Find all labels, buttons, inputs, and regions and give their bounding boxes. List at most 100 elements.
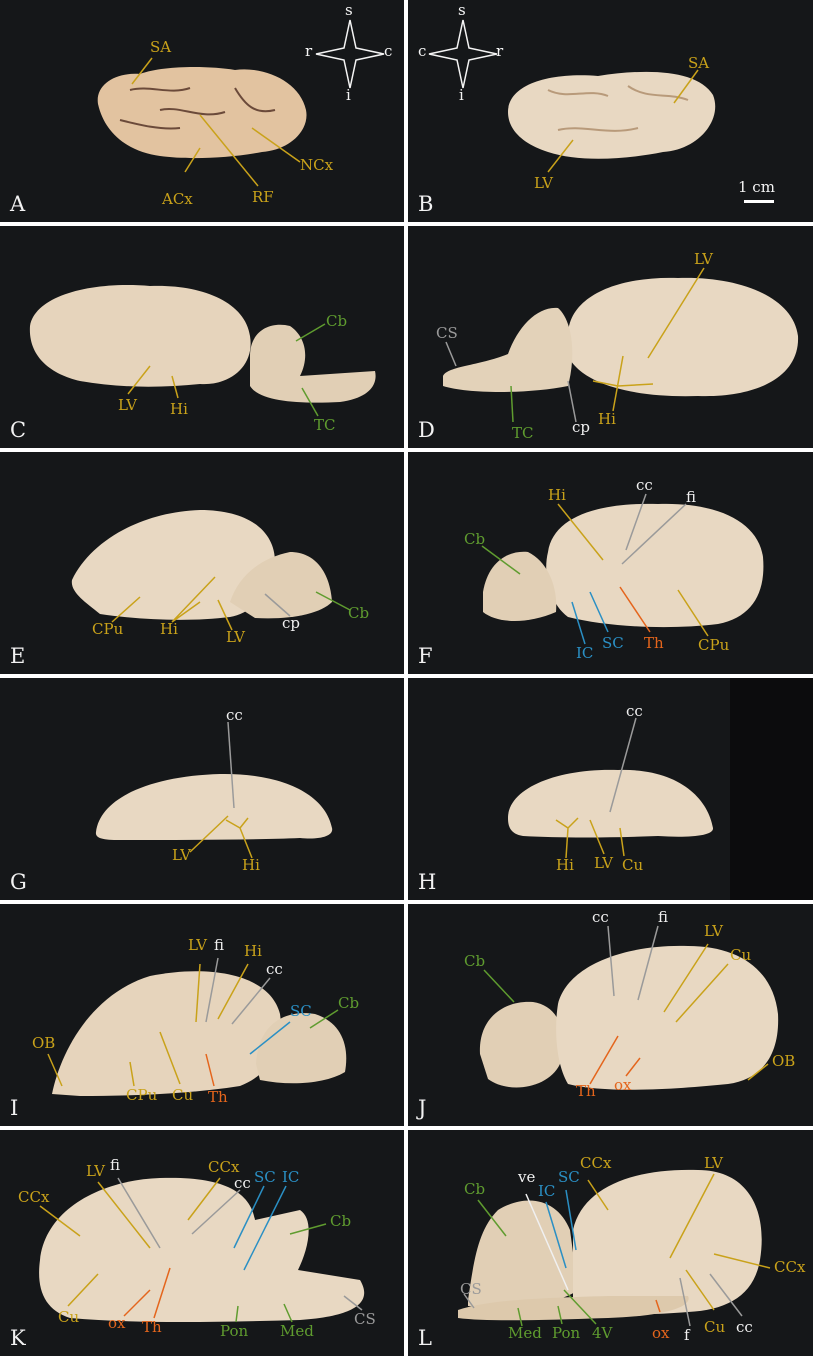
cpu-line — [677, 589, 709, 637]
cerebrum — [71, 510, 275, 620]
label-cu: Cu — [622, 856, 644, 874]
th-line — [589, 1035, 619, 1085]
ccx-right-line — [713, 1253, 771, 1269]
fi-line — [637, 925, 659, 1001]
cp-line — [567, 380, 577, 423]
panel-h-drawing — [508, 678, 813, 900]
label-tc: TC — [314, 416, 336, 434]
panel-letter: E — [10, 644, 26, 668]
fi-line — [205, 957, 219, 1023]
brainstem-floor — [458, 1296, 689, 1321]
label-ob: OB — [32, 1034, 56, 1052]
sa-line — [131, 57, 153, 85]
panel-letter: A — [10, 192, 26, 216]
lv-line — [97, 1181, 151, 1249]
compass-i: i — [459, 86, 464, 104]
label-cc: cc — [234, 1174, 251, 1192]
th-line — [205, 1053, 215, 1087]
label-sc: SC — [602, 634, 624, 652]
label-ic: IC — [282, 1168, 300, 1186]
label-sa: SA — [150, 38, 172, 56]
ic-line — [545, 1201, 567, 1269]
label-cb: Cb — [464, 1180, 486, 1198]
label-hi: Hi — [242, 856, 260, 874]
ox-line — [625, 1057, 641, 1077]
cerebellum — [250, 324, 376, 403]
cu-line — [67, 1273, 99, 1307]
label-ox: ox — [652, 1324, 670, 1342]
panel-k-drawing — [39, 1177, 365, 1323]
label-sa: SA — [688, 54, 710, 72]
cerebellum — [479, 1001, 563, 1088]
panel-letter: F — [418, 644, 433, 668]
label-ic: IC — [576, 644, 594, 662]
panel-letter: C — [10, 418, 27, 442]
label-hi: Hi — [244, 942, 262, 960]
label-med: Med — [508, 1324, 542, 1342]
label-lv: LV — [188, 936, 208, 954]
label-cu: Cu — [704, 1318, 726, 1336]
label-sc: SC — [254, 1168, 276, 1186]
cu-line — [619, 827, 625, 857]
label-th: Th — [644, 634, 664, 652]
ccx-top-line — [587, 1179, 609, 1211]
cb-line — [483, 969, 515, 1003]
compass-s: s — [458, 1, 466, 19]
label-cu: Cu — [730, 946, 752, 964]
label-med: Med — [280, 1322, 314, 1340]
label-cpu: CPu — [698, 636, 730, 654]
ic-line — [243, 1185, 287, 1271]
panel-f-drawing — [481, 493, 764, 645]
hi-lines — [592, 355, 654, 412]
cc-line — [709, 1273, 743, 1317]
sc-line — [249, 1021, 291, 1055]
label-ic: IC — [538, 1182, 556, 1200]
lv-line — [663, 943, 709, 1013]
label-cp: cp — [282, 614, 301, 632]
cerebrum — [568, 277, 799, 397]
cb-line — [289, 1223, 327, 1235]
label-ccx-top: CCx — [580, 1154, 612, 1172]
brain-section — [95, 773, 333, 840]
acx-line — [184, 147, 201, 173]
cc-line — [625, 493, 647, 551]
ox-line — [123, 1289, 151, 1317]
label-th: Th — [208, 1088, 228, 1106]
label-ox: ox — [614, 1076, 632, 1094]
hi-lines — [171, 576, 216, 623]
label-hi: Hi — [556, 856, 574, 874]
panel-letter: I — [10, 1096, 19, 1120]
sc-line — [233, 1185, 265, 1249]
panel-c-drawing — [29, 285, 376, 417]
hi-lines — [555, 817, 579, 859]
brain-section — [508, 769, 714, 838]
label-cs: CS — [354, 1310, 376, 1328]
cc-line — [191, 1189, 241, 1235]
label-cb: Cb — [464, 530, 486, 548]
tc-line — [301, 387, 319, 417]
gyri — [547, 85, 689, 132]
label-rf: RF — [252, 188, 274, 206]
cerebrum — [556, 945, 779, 1090]
label-f: f — [684, 1326, 690, 1344]
label-ncx: NCx — [300, 156, 334, 174]
label-lv: LV — [704, 922, 724, 940]
med-line — [283, 1303, 293, 1323]
label-cb: Cb — [330, 1212, 352, 1230]
hi-line — [557, 503, 604, 561]
label-cc: cc — [736, 1318, 753, 1336]
cu-line — [685, 1269, 715, 1311]
panel-letter: K — [10, 1326, 26, 1350]
label-acx: ACx — [162, 190, 193, 208]
brain-main — [39, 1177, 365, 1322]
ccx-top-line — [187, 1177, 221, 1221]
cb-line — [295, 323, 326, 342]
label-cc: cc — [636, 476, 653, 494]
panel-e-drawing — [71, 510, 351, 631]
panel-a-drawing — [97, 19, 385, 187]
lv-line — [195, 963, 201, 1023]
panel-g-drawing — [95, 721, 333, 859]
4v-line — [563, 1289, 597, 1325]
label-cpu: CPu — [126, 1086, 158, 1104]
ncx-line — [251, 127, 301, 163]
